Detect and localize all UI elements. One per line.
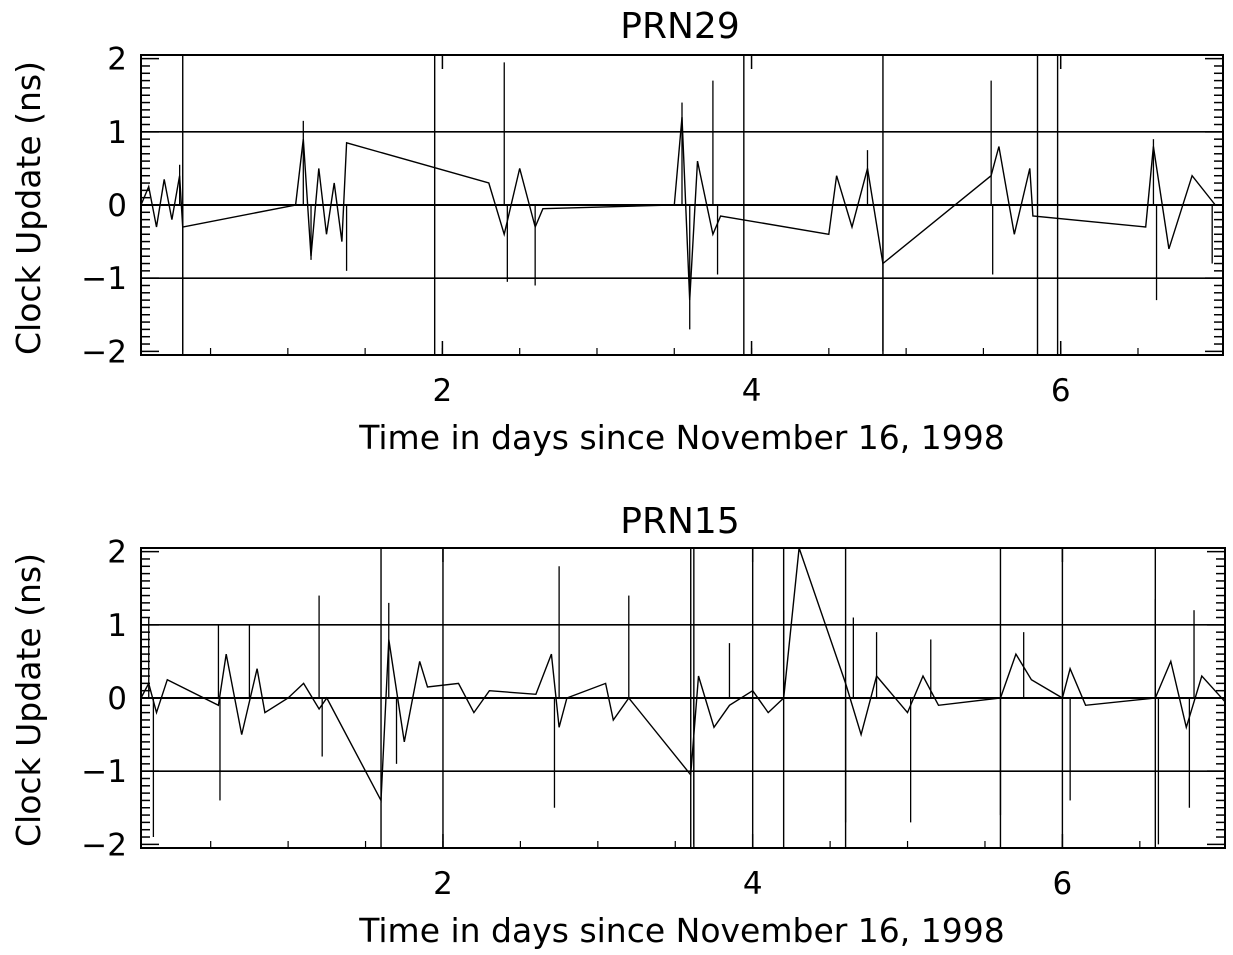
- x-axis-label: Time in days since November 16, 1998: [358, 911, 1005, 950]
- y-tick-label: 2: [107, 42, 127, 78]
- spike-marks: [178, 62, 1213, 352]
- plot-frame: [140, 54, 1224, 356]
- spike-marks: [148, 566, 1195, 845]
- axis-ticks: −2 −1 0 1 2 2 4 6: [81, 42, 1223, 409]
- y-tick-label: 1: [107, 115, 127, 151]
- x-tick-label: 2: [433, 373, 453, 409]
- panel-title: PRN29: [620, 6, 739, 47]
- series-lines: [140, 547, 1226, 803]
- y-tick-label: 1: [107, 608, 127, 644]
- y-tick-label: 2: [107, 535, 127, 571]
- series-lines: [140, 117, 1216, 301]
- plot-frame: [140, 547, 1226, 849]
- axis-ticks: −2 −1 0 1 2 2 4 6: [81, 535, 1225, 902]
- y-tick-label: 0: [107, 188, 127, 224]
- panel-prn15: PRN15 Clock Update (ns) Time in days sin…: [9, 501, 1226, 950]
- y-tick-label: −2: [81, 827, 127, 863]
- x-tick-label: 4: [743, 866, 763, 902]
- x-tick-label: 6: [1051, 373, 1071, 409]
- series-line: [140, 117, 1216, 301]
- x-axis-label: Time in days since November 16, 1998: [358, 418, 1005, 457]
- panel-title: PRN15: [620, 501, 739, 542]
- y-tick-label: 0: [107, 681, 127, 717]
- y-axis-label: Clock Update (ns): [9, 61, 48, 355]
- y-tick-label: −1: [81, 754, 127, 790]
- x-tick-label: 2: [433, 866, 453, 902]
- x-tick-label: 6: [1053, 866, 1073, 902]
- series-line: [140, 547, 1226, 803]
- y-tick-label: −1: [81, 261, 127, 297]
- panel-prn29: PRN29 Clock Update (ns) Time in days sin…: [9, 6, 1224, 457]
- y-tick-label: −2: [81, 334, 127, 370]
- x-tick-label: 4: [742, 373, 762, 409]
- y-axis-label: Clock Update (ns): [9, 553, 48, 847]
